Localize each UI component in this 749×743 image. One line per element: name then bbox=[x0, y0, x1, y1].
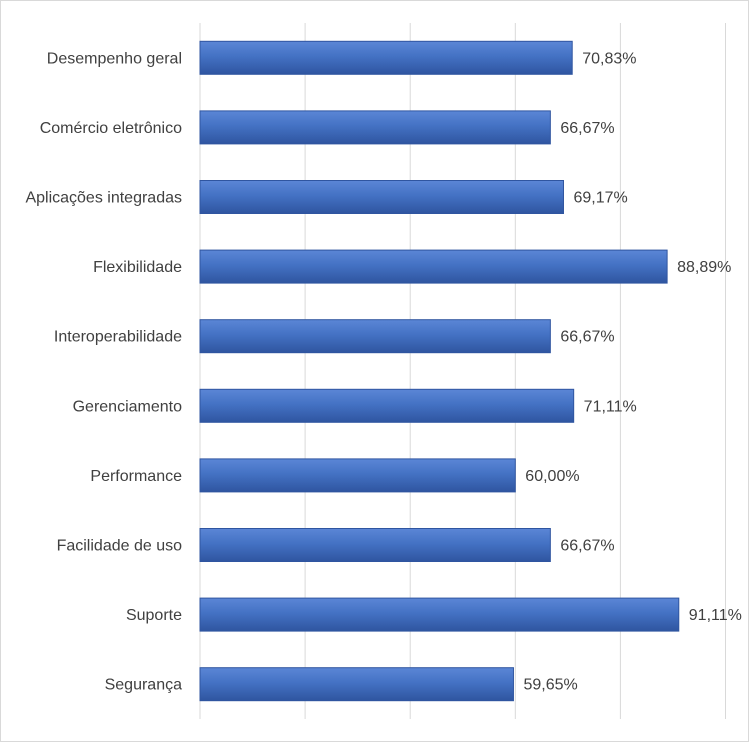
bar bbox=[199, 180, 564, 214]
bar bbox=[199, 319, 551, 354]
category-label: Aplicações integradas bbox=[25, 190, 182, 207]
data-label: 66,67% bbox=[560, 120, 614, 137]
data-label: 59,65% bbox=[523, 677, 577, 694]
data-label: 66,67% bbox=[560, 538, 614, 555]
bar bbox=[199, 528, 551, 562]
category-label: Performance bbox=[90, 468, 182, 485]
data-label: 60,00% bbox=[525, 468, 579, 485]
bars bbox=[199, 40, 680, 702]
bar bbox=[199, 249, 668, 284]
category-label: Desempenho geral bbox=[47, 50, 182, 67]
category-label: Facilidade de uso bbox=[57, 538, 183, 555]
data-label: 88,89% bbox=[677, 259, 731, 276]
bar bbox=[199, 40, 573, 75]
data-label: 91,11% bbox=[689, 607, 742, 624]
category-label: Flexibilidade bbox=[93, 259, 182, 276]
category-label: Segurança bbox=[105, 677, 182, 694]
category-label: Comércio eletrônico bbox=[40, 120, 182, 137]
category-label: Interoperabilidade bbox=[54, 329, 182, 346]
data-label: 69,17% bbox=[573, 190, 627, 207]
bar bbox=[199, 110, 551, 145]
data-label: 66,67% bbox=[560, 329, 614, 346]
bar bbox=[199, 388, 575, 423]
data-label: 71,11% bbox=[584, 398, 637, 415]
bar bbox=[199, 458, 516, 493]
bar bbox=[199, 597, 680, 632]
category-label: Suporte bbox=[126, 607, 182, 624]
data-label: 70,83% bbox=[582, 50, 636, 67]
category-label: Gerenciamento bbox=[73, 398, 182, 415]
labels: Desempenho geral 70,83% Comércio eletrônic… bbox=[25, 50, 741, 693]
bar bbox=[199, 667, 514, 702]
